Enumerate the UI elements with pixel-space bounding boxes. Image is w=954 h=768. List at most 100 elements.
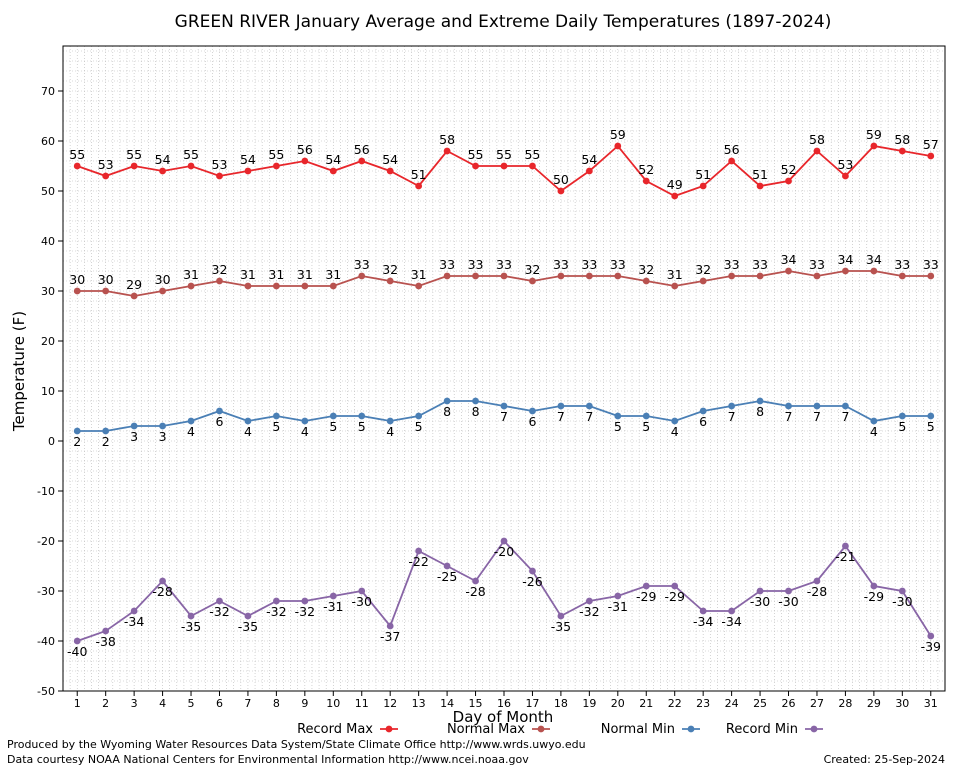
- data-point: [159, 167, 166, 175]
- data-label: 59: [610, 127, 626, 142]
- data-label: 55: [126, 147, 142, 162]
- data-point: [329, 592, 337, 600]
- data-point: [415, 547, 423, 555]
- x-tick-label: 17: [525, 697, 539, 710]
- data-label: -30: [352, 594, 372, 609]
- x-tick-label: 4: [159, 697, 166, 710]
- x-tick-label: 29: [867, 697, 881, 710]
- data-label: 6: [528, 414, 536, 429]
- data-label: 29: [126, 277, 142, 292]
- x-tick-label: 25: [753, 697, 767, 710]
- series-1: 30 30 29 30 31 32 31 31 31 31 33 32 31 33 33 33 32 33 33 33…: [69, 252, 939, 300]
- data-label: 31: [667, 267, 683, 282]
- data-label: 34: [781, 252, 797, 267]
- data-point: [870, 142, 878, 150]
- legend-label: Normal Min: [601, 722, 675, 737]
- data-label: 55: [69, 147, 85, 162]
- legend-item-2: Normal Min: [601, 722, 700, 737]
- data-point: [159, 287, 166, 295]
- data-point: [187, 417, 195, 425]
- data-label: 31: [297, 267, 313, 282]
- data-label: -38: [95, 634, 115, 649]
- data-point: [529, 567, 536, 575]
- x-axis-label: Day of Month: [453, 708, 554, 726]
- data-point: [529, 277, 536, 285]
- data-label: -35: [551, 619, 571, 634]
- data-point: [927, 632, 935, 640]
- data-point: [244, 282, 252, 290]
- data-label: 33: [468, 257, 484, 272]
- data-label: 7: [585, 409, 593, 424]
- data-label: 33: [894, 257, 910, 272]
- data-label: 56: [724, 142, 740, 157]
- data-label: 51: [411, 167, 427, 182]
- data-label: -32: [266, 604, 286, 619]
- data-label: 55: [183, 147, 199, 162]
- legend-item-3: Record Min: [726, 722, 823, 737]
- data-label: 33: [439, 257, 455, 272]
- data-point: [358, 272, 366, 280]
- legend-item-0: Record Max: [297, 722, 398, 737]
- data-label: 54: [240, 152, 256, 167]
- data-label: 33: [354, 257, 370, 272]
- x-tick-label: 7: [244, 697, 251, 710]
- data-label: 55: [524, 147, 540, 162]
- data-label: -31: [323, 599, 343, 614]
- data-point: [557, 612, 565, 620]
- data-point: [842, 542, 849, 550]
- data-point: [614, 412, 622, 420]
- y-tick-label: 40: [41, 235, 55, 248]
- data-label: 53: [212, 157, 228, 172]
- data-label: 34: [866, 252, 882, 267]
- x-tick-label: 18: [554, 697, 568, 710]
- data-point: [813, 147, 821, 155]
- data-label: 33: [923, 257, 939, 272]
- data-point: [585, 402, 593, 410]
- data-label: -29: [636, 589, 656, 604]
- data-point: [443, 147, 451, 155]
- data-point: [159, 422, 166, 430]
- data-label: 52: [781, 162, 797, 177]
- data-point: [130, 292, 138, 300]
- data-label: 2: [73, 434, 81, 449]
- data-label: -39: [921, 639, 941, 654]
- data-point: [756, 587, 764, 595]
- data-point: [216, 172, 223, 180]
- data-label: -26: [522, 574, 542, 589]
- data-point: [102, 627, 110, 635]
- data-point: [102, 427, 110, 435]
- data-label: -29: [664, 589, 684, 604]
- data-point: [244, 417, 252, 425]
- data-point: [870, 582, 878, 590]
- data-point: [756, 397, 764, 405]
- data-label: 5: [272, 419, 280, 434]
- data-point: [728, 272, 736, 280]
- legend-label: Normal Max: [447, 722, 525, 737]
- data-point: [699, 607, 707, 615]
- data-label: 58: [809, 132, 825, 147]
- data-label: 54: [581, 152, 597, 167]
- data-label: 3: [130, 429, 138, 444]
- data-point: [386, 417, 394, 425]
- data-label: 54: [325, 152, 341, 167]
- data-point: [73, 287, 81, 295]
- data-point: [500, 272, 508, 280]
- data-point: [927, 152, 935, 160]
- data-label: 7: [841, 409, 849, 424]
- data-point: [898, 587, 906, 595]
- data-point: [927, 412, 935, 420]
- data-point: [130, 422, 138, 430]
- data-point: [472, 272, 479, 280]
- data-label: 33: [752, 257, 768, 272]
- data-point: [386, 277, 394, 285]
- data-point: [813, 577, 821, 585]
- data-label: 8: [443, 404, 451, 419]
- data-label: -28: [465, 584, 485, 599]
- data-point: [130, 162, 138, 170]
- data-label: 51: [752, 167, 768, 182]
- data-point: [244, 612, 252, 620]
- y-tick-label: -50: [37, 685, 55, 698]
- y-tick-label: -30: [37, 585, 55, 598]
